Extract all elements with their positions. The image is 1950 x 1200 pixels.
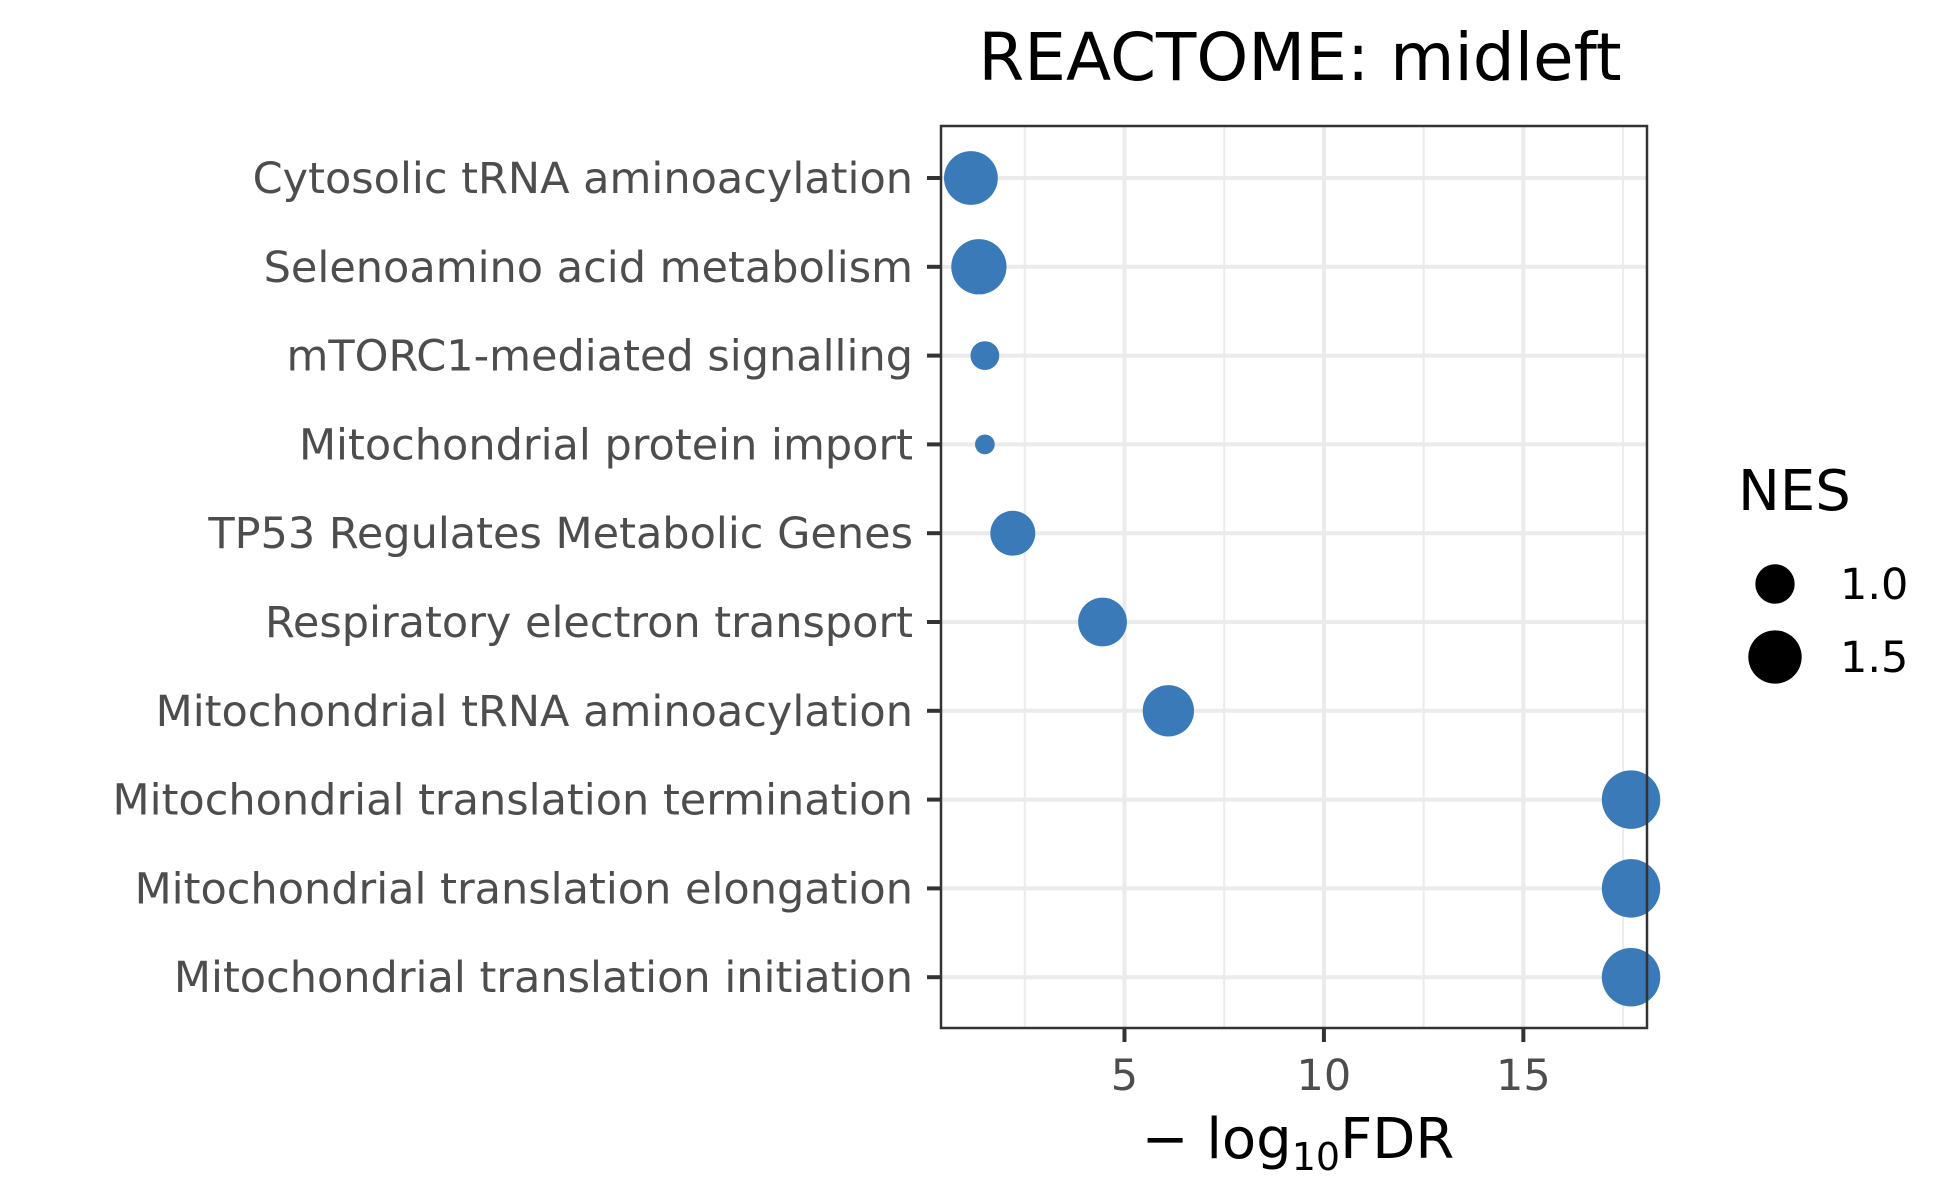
data-point [951, 239, 1007, 295]
data-point [990, 510, 1036, 556]
legend-label: 1.5 [1840, 633, 1908, 683]
legend-key [1755, 564, 1795, 604]
x-tick-label: 15 [1496, 1051, 1551, 1101]
y-tick-label: Cytosolic tRNA aminoacylation [253, 154, 913, 204]
data-point [970, 341, 1000, 370]
data-point [943, 151, 998, 205]
chart-title: REACTOME: midleft [978, 19, 1621, 96]
y-tick-label: Mitochondrial translation initiation [174, 953, 913, 1003]
legend-title: NES [1738, 459, 1851, 524]
x-axis-title-suffix: FDR [1340, 1107, 1454, 1172]
data-point [1601, 947, 1661, 1007]
data-point [1078, 597, 1127, 647]
x-axis-title: − log10FDR [1142, 1107, 1455, 1179]
grid-lines [941, 126, 1647, 1028]
y-tick-label: Mitochondrial translation termination [113, 776, 913, 826]
x-axis-title-prefix: − log [1142, 1107, 1292, 1172]
x-axis-title-subscript: 10 [1292, 1135, 1340, 1179]
y-tick-label: Mitochondrial protein import [299, 420, 913, 470]
x-tick-label: 10 [1297, 1051, 1352, 1101]
legend-entries: 1.01.5 [1748, 560, 1908, 684]
data-point [975, 434, 995, 455]
y-tick-label: Respiratory electron transport [265, 598, 913, 648]
y-tick-label: Mitochondrial translation elongation [135, 864, 913, 914]
y-tick-label: mTORC1-mediated signalling [287, 332, 913, 382]
y-tick-label: Selenoamino acid metabolism [264, 243, 913, 293]
data-point [1601, 859, 1661, 918]
data-point [1601, 770, 1661, 829]
y-tick-label: Mitochondrial tRNA aminoacylation [156, 687, 913, 737]
x-axis: 5 10 15 [1111, 1028, 1551, 1101]
plot-panel [939, 124, 1649, 1030]
x-tick-label: 5 [1111, 1051, 1138, 1101]
y-axis: Cytosolic tRNA aminoacylation Selenoamino… [113, 154, 941, 1003]
legend: NES 1.01.5 [1738, 459, 1908, 684]
y-tick-label: TP53 Regulates Metabolic Genes [207, 509, 913, 559]
data-point [1142, 685, 1195, 737]
legend-label: 1.0 [1840, 560, 1908, 610]
data-points [943, 151, 1661, 1007]
legend-key [1748, 630, 1802, 684]
